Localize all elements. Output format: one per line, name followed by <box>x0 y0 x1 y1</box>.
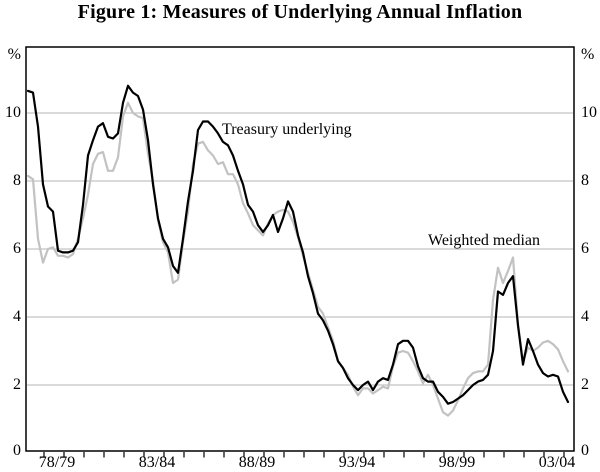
series-line-weighted-median <box>26 101 570 417</box>
y-axis-label-right-0: 0 <box>581 442 589 459</box>
y-axis-label-left-10: 10 <box>5 104 21 121</box>
y-axis-label-left-2: 2 <box>13 376 21 393</box>
x-axis-label-93/94: 93/94 <box>338 454 376 471</box>
series-line-treasury-underlying <box>26 84 570 405</box>
x-axis-label-03/04: 03/04 <box>538 454 576 471</box>
y-axis-label-right-6: 6 <box>581 240 589 257</box>
y-axis-label-left-0: 0 <box>13 442 21 459</box>
y-axis-percent-left: % <box>7 46 21 63</box>
x-axis-label-78/79: 78/79 <box>38 454 76 471</box>
figure-title: Figure 1: Measures of Underlying Annual … <box>77 1 523 23</box>
y-axis-percent-right: % <box>581 46 595 63</box>
chart-frame <box>25 46 575 452</box>
y-axis-label-right-10: 10 <box>581 104 597 121</box>
series-label-weighted-median: Weighted median <box>428 232 541 249</box>
series-label-treasury-underlying: Treasury underlying <box>222 121 352 138</box>
x-axis-label-98/99: 98/99 <box>438 454 476 471</box>
y-axis-label-right-2: 2 <box>581 376 589 393</box>
x-axis-label-83/84: 83/84 <box>138 454 176 471</box>
y-axis-label-left-8: 8 <box>13 172 21 189</box>
x-axis-label-88/89: 88/89 <box>238 454 276 471</box>
y-axis-label-left-4: 4 <box>13 308 21 325</box>
y-axis-label-right-8: 8 <box>581 172 589 189</box>
y-axis-label-right-4: 4 <box>581 308 589 325</box>
y-axis-label-left-6: 6 <box>13 240 21 257</box>
